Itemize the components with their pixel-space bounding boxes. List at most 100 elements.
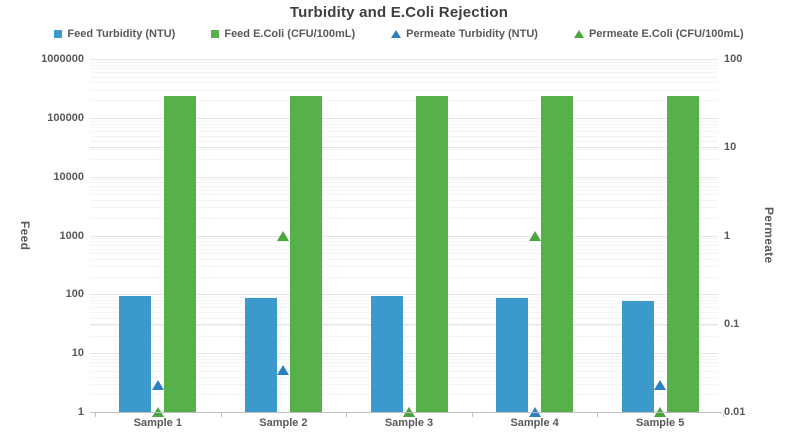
minor-gridline (90, 370, 718, 372)
minor-gridline (90, 189, 718, 191)
legend-item-feed-ecoli[interactable]: Feed E.Coli (CFU/100mL) (211, 28, 355, 40)
legend-item-permeate-ecoli[interactable]: Permeate E.Coli (CFU/100mL) (573, 28, 744, 40)
minor-gridline (90, 238, 718, 240)
minor-gridline (90, 303, 718, 305)
minor-gridline (90, 185, 718, 187)
blue-triangle-icon (391, 30, 402, 38)
x-axis-category-label: Sample 1 (133, 417, 182, 429)
legend-item-permeate-turbidity[interactable]: Permeate Turbidity (NTU) (391, 28, 538, 40)
right-axis-title: Permeate (762, 207, 776, 264)
left-axis-tick-label: 100000 (47, 111, 84, 124)
minor-gridline (90, 394, 718, 396)
minor-gridline (90, 317, 718, 319)
right-axis-tick-label: 0.01 (724, 406, 746, 418)
bar-feed-turbidity-ntu-sample-4 (496, 297, 529, 412)
bar-feed-turbidity-ntu-sample-3 (370, 295, 403, 412)
x-axis-category-label: Sample 4 (510, 417, 559, 429)
green-square-icon (211, 30, 220, 38)
left-axis-title: Feed (18, 220, 32, 251)
bar-feed-e-coli-cfu-100ml-sample-1 (164, 95, 197, 412)
x-axis-tickmark (471, 413, 473, 417)
x-axis-tickmark (723, 413, 724, 417)
minor-gridline (90, 217, 718, 219)
minor-gridline (90, 120, 718, 122)
x-axis-tickmark (95, 413, 96, 417)
right-axis-title-wrap: Permeate (760, 59, 778, 412)
minor-gridline (90, 366, 718, 368)
major-gridline (90, 235, 718, 237)
bar-feed-e-coli-cfu-100ml-sample-5 (666, 95, 699, 412)
legend-label: Permeate Turbidity (NTU) (406, 28, 538, 40)
x-axis-tickmark (220, 413, 222, 417)
major-gridline (90, 176, 718, 178)
right-axis-tick-label: 1 (724, 229, 731, 242)
minor-gridline (90, 135, 718, 137)
minor-gridline (90, 159, 718, 160)
minor-gridline (90, 335, 718, 337)
legend-label: Feed Turbidity (NTU) (67, 28, 176, 40)
minor-gridline (90, 182, 718, 184)
left-axis-tick-label: 10000 (53, 170, 84, 183)
minor-gridline (90, 241, 718, 243)
left-axis-title-wrap: Feed (16, 59, 34, 412)
major-gridline (90, 294, 718, 296)
x-axis-category-label: Sample 5 (636, 417, 685, 429)
minor-gridline (90, 355, 718, 357)
bar-feed-turbidity-ntu-sample-2 (244, 297, 277, 412)
major-gridline (90, 117, 718, 119)
minor-gridline (90, 72, 718, 74)
minor-gridline (90, 276, 718, 278)
minor-gridline (90, 141, 718, 143)
minor-gridline (90, 300, 718, 301)
x-axis-tickmark (346, 413, 348, 417)
major-gridline (90, 353, 718, 355)
marker-permeate-turbidity-ntu-sample-2 (277, 364, 290, 375)
legend-item-feed-turbidity[interactable]: Feed Turbidity (NTU) (54, 28, 175, 40)
major-gridline (90, 59, 718, 60)
left-axis-tick-label: 1000000 (41, 53, 84, 65)
minor-gridline (90, 126, 718, 128)
minor-gridline (90, 244, 718, 246)
minor-gridline (90, 68, 718, 70)
minor-gridline (90, 307, 718, 309)
minor-gridline (90, 64, 718, 66)
minor-gridline (90, 76, 718, 78)
minor-gridline (90, 82, 718, 84)
green-triangle-icon (573, 30, 584, 38)
minor-gridline (90, 148, 718, 150)
minor-gridline (90, 207, 718, 209)
minor-gridline (90, 376, 718, 378)
x-axis-category-label: Sample 3 (384, 417, 434, 429)
minor-gridline (90, 61, 718, 63)
x-axis-tickmark (597, 413, 599, 417)
bar-feed-e-coli-cfu-100ml-sample-2 (289, 95, 322, 412)
x-axis-line (90, 412, 722, 413)
minor-gridline (90, 248, 718, 250)
marker-permeate-e-coli-cfu-100ml-sample-2 (277, 230, 290, 241)
bar-feed-e-coli-cfu-100ml-sample-4 (541, 95, 574, 412)
minor-gridline (90, 362, 718, 364)
chart-legend: Feed Turbidity (NTU) Feed E.Coli (CFU/10… (0, 28, 798, 40)
legend-label: Feed E.Coli (CFU/100mL) (224, 28, 356, 40)
minor-gridline (90, 89, 718, 91)
minor-gridline (90, 123, 718, 125)
blue-square-icon (54, 30, 63, 38)
minor-gridline (90, 258, 718, 260)
minor-gridline (90, 100, 718, 102)
minor-gridline (90, 383, 718, 385)
left-axis-tick-label: 1000 (59, 229, 84, 242)
right-axis-tick-label: 10 (724, 141, 737, 154)
bar-feed-turbidity-ntu-sample-1 (119, 295, 152, 412)
bar-feed-e-coli-cfu-100ml-sample-3 (415, 95, 448, 412)
chart-title: Turbidity and E.Coli Rejection (289, 4, 509, 21)
right-axis-tick-label: 0.1 (724, 317, 740, 330)
minor-gridline (90, 266, 718, 268)
left-axis-tick-label: 10 (71, 347, 84, 360)
minor-gridline (90, 312, 718, 313)
legend-label: Permeate E.Coli (CFU/100mL) (588, 28, 744, 40)
minor-gridline (90, 358, 718, 360)
marker-permeate-turbidity-ntu-sample-5 (654, 380, 667, 391)
marker-permeate-e-coli-cfu-100ml-sample-4 (528, 230, 541, 241)
